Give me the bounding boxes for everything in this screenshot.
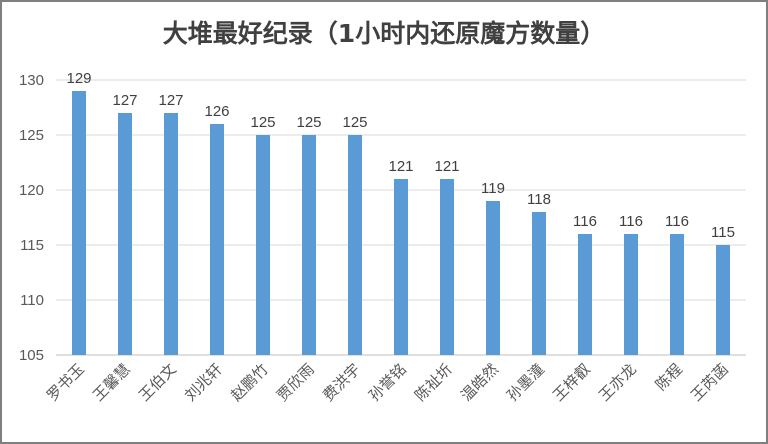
y-tick-label: 110 bbox=[20, 292, 44, 309]
y-tick-label: 120 bbox=[19, 182, 44, 199]
data-label: 125 bbox=[250, 114, 275, 131]
bar bbox=[394, 179, 408, 355]
category-label: 罗书玉 bbox=[43, 360, 88, 405]
data-label: 116 bbox=[573, 213, 597, 230]
y-tick-label: 130 bbox=[19, 72, 44, 89]
data-label: 126 bbox=[204, 103, 229, 120]
data-label: 125 bbox=[296, 114, 321, 131]
category-label: 刘兆轩 bbox=[181, 360, 226, 405]
data-label: 129 bbox=[66, 70, 91, 87]
bar bbox=[716, 245, 730, 355]
category-label: 王梓叡 bbox=[549, 360, 594, 405]
data-label: 121 bbox=[388, 158, 413, 175]
data-label: 127 bbox=[112, 92, 137, 109]
category-label: 王芮菡 bbox=[687, 360, 732, 405]
y-tick-label: 115 bbox=[20, 237, 44, 254]
bar bbox=[164, 113, 178, 355]
y-axis-ticks: 105 110 115 120 125 130 bbox=[19, 72, 44, 364]
category-label: 王馨慧 bbox=[89, 360, 134, 405]
bar bbox=[670, 234, 684, 355]
category-label: 陈祉圻 bbox=[411, 360, 456, 405]
bar bbox=[624, 234, 638, 355]
bar bbox=[532, 212, 546, 355]
data-labels: 129 127 127 126 125 125 125 121 121 119 118 116 116 1… bbox=[66, 70, 734, 241]
category-label: 陈程 bbox=[652, 360, 686, 394]
bar bbox=[118, 113, 132, 355]
data-label: 119 bbox=[481, 180, 505, 197]
data-label: 118 bbox=[527, 191, 551, 208]
bar bbox=[348, 135, 362, 355]
bar bbox=[256, 135, 270, 355]
category-label: 费洪宇 bbox=[319, 360, 364, 405]
data-label: 125 bbox=[342, 114, 367, 131]
category-label: 孙誉铭 bbox=[365, 360, 410, 405]
bars bbox=[72, 91, 730, 355]
category-label: 赵鹏竹 bbox=[227, 360, 272, 405]
bar bbox=[210, 124, 224, 355]
category-label: 贾欣雨 bbox=[273, 360, 318, 405]
bar bbox=[302, 135, 316, 355]
data-label: 116 bbox=[619, 213, 643, 230]
data-label: 116 bbox=[665, 213, 689, 230]
x-axis-labels: 罗书玉 王馨慧 王伯文 刘兆轩 赵鹏竹 贾欣雨 费洪宇 孙誉铭 陈祉圻 温皓然 孙墨潼 王梓叡 王亦龙陈… bbox=[43, 360, 732, 405]
data-label: 115 bbox=[711, 224, 735, 241]
chart-title: 大堆最好纪录（1小时内还原魔方数量） bbox=[162, 19, 606, 48]
bar bbox=[578, 234, 592, 355]
category-label: 王亦龙 bbox=[595, 360, 640, 405]
category-label: 温皓然 bbox=[457, 360, 502, 405]
category-label: 孙墨潼 bbox=[503, 360, 548, 405]
y-tick-label: 105 bbox=[19, 347, 44, 364]
data-label: 121 bbox=[434, 158, 459, 175]
bar bbox=[72, 91, 86, 355]
y-tick-label: 125 bbox=[19, 127, 44, 144]
data-label: 127 bbox=[158, 92, 183, 109]
bar bbox=[440, 179, 454, 355]
bar bbox=[486, 201, 500, 355]
category-label: 王伯文 bbox=[135, 360, 180, 405]
